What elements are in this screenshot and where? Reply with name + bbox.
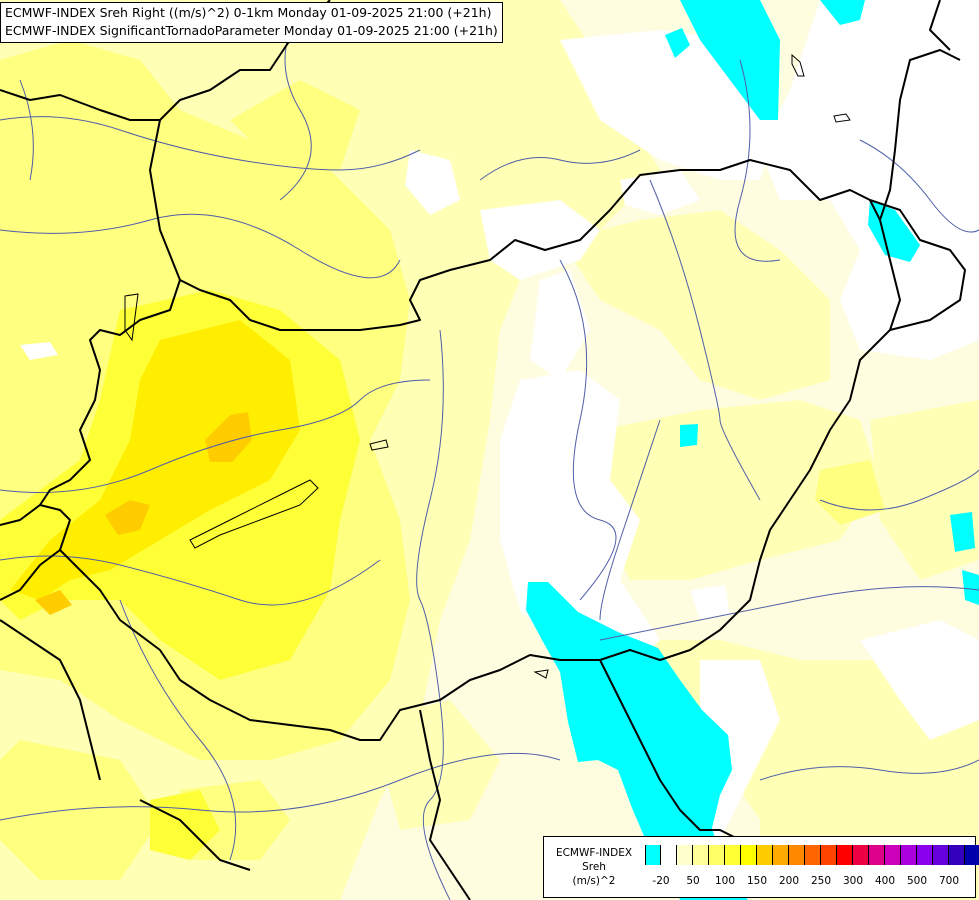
legend-source: ECMWF-INDEX: [555, 847, 633, 859]
legend-swatch: [789, 845, 805, 865]
legend-colorbar: [645, 845, 979, 865]
legend-swatch: [933, 845, 949, 865]
legend-swatch: [901, 845, 917, 865]
field-strong-yellow: [10, 320, 300, 600]
legend-swatch: [757, 845, 773, 865]
legend-swatch: [821, 845, 837, 865]
field-cyan: [526, 0, 979, 900]
title-line-1: ECMWF-INDEX Sreh Right ((m/s)^2) 0-1km M…: [5, 5, 492, 20]
legend-swatch: [709, 845, 725, 865]
title-line-2: ECMWF-INDEX SignificantTornadoParameter …: [5, 23, 498, 38]
legend-swatch: [917, 845, 933, 865]
legend-swatch: [661, 845, 677, 865]
legend-tick-label: 300: [842, 875, 864, 887]
legend-swatch: [725, 845, 741, 865]
color-legend: ECMWF-INDEX Sreh (m/s)^2 -20 50 100 150 200 2…: [543, 836, 979, 898]
map-title-box: ECMWF-INDEX Sreh Right ((m/s)^2) 0-1km M…: [0, 2, 503, 43]
legend-variable: Sreh: [582, 861, 606, 873]
legend-ticks: -20 50 100 150 200 250 300 400 500 700: [544, 875, 975, 891]
legend-title: ECMWF-INDEX Sreh (m/s)^2: [548, 846, 640, 888]
legend-swatch: [853, 845, 869, 865]
legend-swatch: [677, 845, 693, 865]
legend-swatch: [693, 845, 709, 865]
legend-tick-label: 250: [810, 875, 832, 887]
legend-tick-label: 400: [874, 875, 896, 887]
legend-tick-label: 100: [714, 875, 736, 887]
legend-tick-label: 700: [938, 875, 960, 887]
legend-swatch: [837, 845, 853, 865]
legend-swatch: [965, 845, 979, 865]
legend-swatch: [949, 845, 965, 865]
legend-swatch: [805, 845, 821, 865]
legend-swatch: [773, 845, 789, 865]
legend-swatch: [741, 845, 757, 865]
legend-tick-label: 200: [778, 875, 800, 887]
legend-tick-label: 500: [906, 875, 928, 887]
lakes: [124, 53, 851, 679]
legend-swatch: [645, 845, 661, 865]
field-orange: [35, 412, 252, 615]
legend-tick-label: 150: [746, 875, 768, 887]
legend-unit: (m/s)^2: [572, 875, 616, 887]
legend-tick-label: 50: [686, 875, 700, 887]
legend-swatch: [869, 845, 885, 865]
legend-swatch: [885, 845, 901, 865]
legend-tick-label: -20: [652, 875, 670, 887]
